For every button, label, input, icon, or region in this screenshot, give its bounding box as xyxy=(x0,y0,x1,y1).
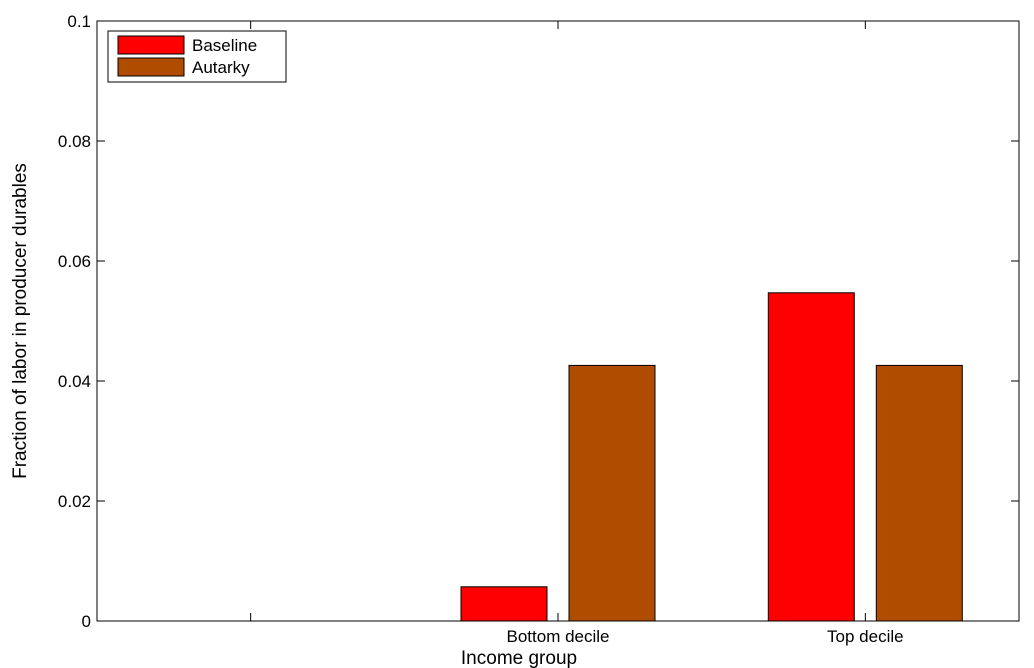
y-tick-label: 0.06 xyxy=(58,252,91,271)
y-tick-label: 0.08 xyxy=(58,132,91,151)
x-tick-label: Bottom decile xyxy=(507,627,610,646)
bars-group xyxy=(460,292,963,622)
y-tick-label: 0.1 xyxy=(67,12,91,31)
plot-area xyxy=(97,21,1019,621)
ticks-group: 0 0.02 0.04 0.06 0.08 0.1 Bottom decile Top dec… xyxy=(58,12,1019,646)
legend-swatch-autarky xyxy=(117,57,185,77)
plot-frame xyxy=(96,20,1020,622)
x-axis-title: Income group xyxy=(461,648,577,668)
bar-autarky-top-decile xyxy=(875,364,963,622)
legend-label-autarky: Autarky xyxy=(192,58,250,77)
legend: Baseline Autarky xyxy=(107,30,287,83)
bar-autarky-bottom-decile xyxy=(568,364,656,622)
legend-swatch-baseline xyxy=(117,35,185,55)
legend-label-baseline: Baseline xyxy=(192,36,257,55)
bar-baseline-bottom-decile xyxy=(460,586,548,622)
y-tick-label: 0.02 xyxy=(58,492,91,511)
y-tick-label: 0 xyxy=(82,612,91,631)
bar-baseline-top-decile xyxy=(767,292,855,622)
x-tick-label: Top decile xyxy=(827,627,904,646)
y-tick-label: 0.04 xyxy=(58,372,91,391)
y-axis-title: Fraction of labor in producer durables xyxy=(10,163,31,479)
